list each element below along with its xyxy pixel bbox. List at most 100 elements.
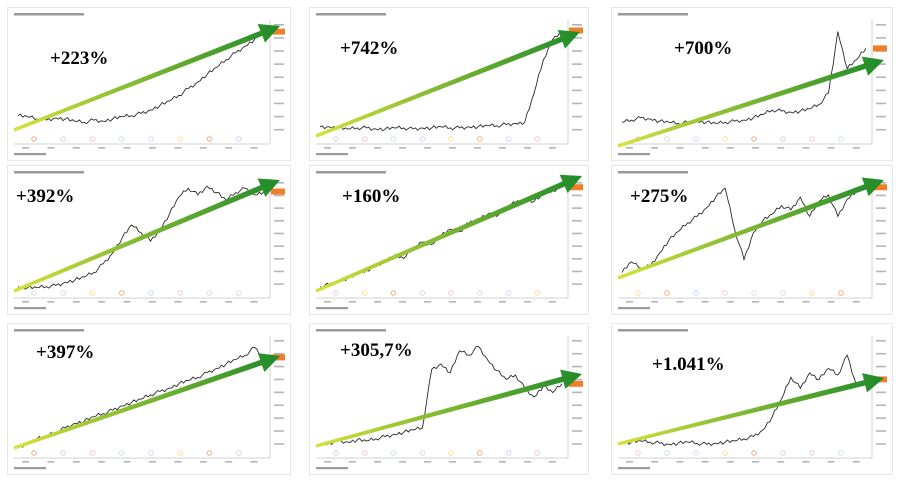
chart-panel-3: +700%: [612, 8, 892, 160]
time-axis-tick: [424, 147, 431, 149]
price-axis-tick: [572, 207, 582, 209]
event-marker: [780, 290, 786, 296]
event-marker: [476, 290, 483, 296]
price-axis-tick: [876, 245, 886, 247]
time-axis-tick: [827, 147, 835, 149]
price-axis-tick: [572, 245, 582, 247]
event-marker: [722, 136, 728, 142]
price-axis-tick: [274, 207, 284, 209]
gain-annotation: +305,7%: [340, 340, 413, 361]
time-axis-tick: [225, 147, 233, 149]
time-axis-tick: [524, 301, 531, 303]
price-axis-tick: [572, 182, 582, 184]
time-axis-tick: [449, 147, 456, 149]
price-axis-tick: [572, 258, 582, 260]
time-axis-tick: [22, 147, 29, 149]
time-axis-tick: [324, 301, 331, 303]
price-axis-tick: [876, 89, 886, 92]
event-marker: [505, 290, 512, 296]
price-axis-tick: [876, 430, 886, 432]
trend-arrow: [315, 30, 580, 138]
chart-header-mark: [316, 13, 386, 16]
chart-svg-6: [617, 171, 887, 310]
time-axis-tick: [149, 301, 156, 303]
price-axis-tick: [876, 365, 886, 368]
event-marker: [505, 450, 512, 456]
price-axis-tick: [274, 417, 284, 419]
price-axis-tick: [274, 102, 284, 105]
event-marker: [148, 450, 154, 456]
time-axis-tick: [250, 147, 258, 149]
time-axis-tick: [777, 301, 785, 303]
time-axis-tick: [852, 461, 860, 463]
event-marker: [635, 450, 641, 456]
price-axis-tick: [876, 391, 886, 394]
event-marker: [148, 136, 154, 142]
time-axis-tick: [549, 301, 556, 303]
footer-mark: [14, 153, 46, 156]
event-marker: [448, 290, 454, 296]
price-axis-tick: [274, 365, 284, 368]
time-axis-tick: [149, 147, 156, 149]
price-axis-tick: [274, 352, 284, 355]
event-marker: [505, 136, 512, 142]
time-axis-tick: [802, 147, 810, 149]
event-marker: [838, 290, 844, 296]
event-marker: [333, 290, 339, 296]
price-axis-tick: [572, 220, 582, 222]
price-axis-tick: [876, 340, 886, 342]
price-axis-tick: [572, 89, 582, 92]
event-marker: [809, 450, 815, 456]
time-axis-tick: [225, 301, 233, 303]
gain-annotation: +700%: [674, 38, 733, 59]
event-marker: [177, 136, 184, 142]
event-marker: [206, 290, 213, 296]
price-axis-tick: [876, 76, 886, 79]
last-price-tag: [569, 184, 583, 191]
last-price-tag: [271, 188, 285, 195]
event-marker: [89, 290, 96, 296]
time-axis-tick: [174, 301, 182, 303]
event-marker: [780, 136, 786, 142]
footer-mark: [618, 153, 650, 156]
event-marker: [235, 450, 242, 456]
time-axis-tick: [626, 147, 633, 149]
chart-svg-4: [13, 171, 285, 310]
price-line: [319, 345, 563, 446]
price-axis-tick: [274, 232, 284, 235]
chart-panel-9: +1.041%: [612, 324, 892, 474]
chart-header-mark: [316, 329, 386, 332]
event-marker: [419, 136, 426, 142]
price-axis-tick: [572, 232, 582, 235]
time-axis-tick: [399, 461, 406, 463]
chart-svg-8: [315, 329, 583, 470]
event-marker: [31, 450, 37, 456]
event-marker: [448, 450, 454, 456]
chart-panel-2: +742%: [310, 8, 588, 160]
price-axis-tick: [274, 245, 284, 247]
time-axis-tick: [474, 147, 481, 149]
price-axis-tick: [572, 128, 582, 131]
time-axis-tick: [802, 301, 810, 303]
event-marker: [809, 290, 815, 296]
chart-header-mark: [14, 171, 84, 174]
time-axis-tick: [676, 301, 684, 303]
event-marker: [838, 450, 844, 456]
event-marker: [664, 450, 670, 456]
chart-panel-8: +305,7%: [310, 324, 588, 474]
time-axis-tick: [199, 301, 207, 303]
time-axis-tick: [149, 461, 156, 463]
time-axis-tick: [499, 301, 506, 303]
time-axis-tick: [524, 461, 531, 463]
price-axis-tick: [876, 283, 886, 285]
chart-header-mark: [14, 329, 84, 332]
time-axis-tick: [626, 461, 633, 463]
gain-annotation: +742%: [340, 38, 399, 59]
time-axis-tick: [524, 147, 531, 149]
event-marker: [31, 136, 37, 142]
price-axis-tick: [572, 417, 582, 419]
price-axis-tick: [572, 443, 582, 445]
event-marker: [206, 136, 213, 142]
price-axis-tick: [274, 37, 284, 39]
price-axis-tick: [572, 391, 582, 394]
